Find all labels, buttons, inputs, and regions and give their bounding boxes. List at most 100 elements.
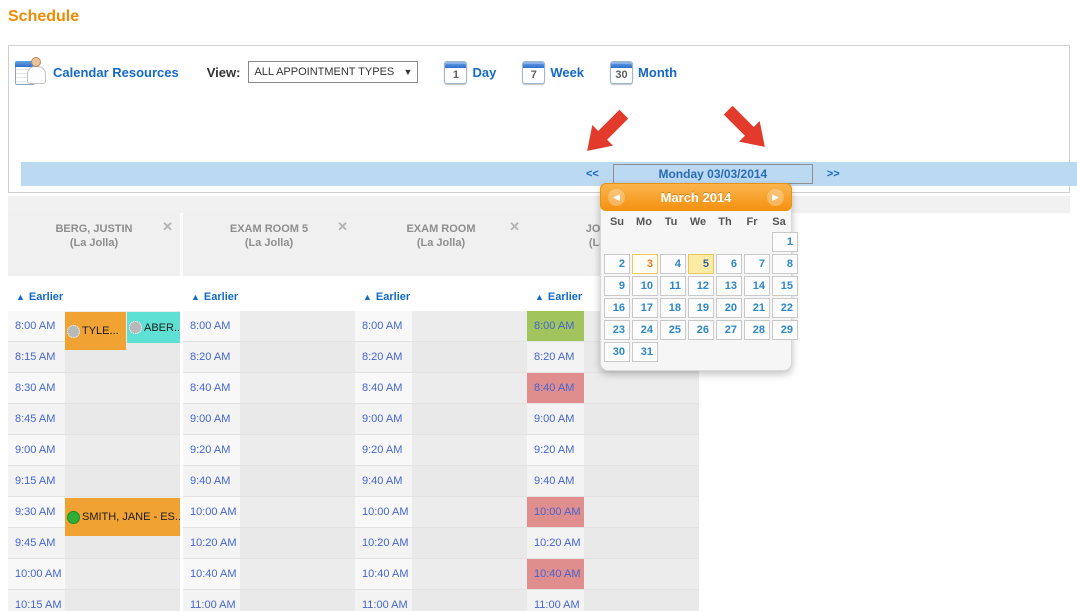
calendar-day-cell[interactable]: 13 — [716, 276, 742, 296]
calendar-day-cell[interactable]: 5 — [688, 254, 714, 274]
time-slot[interactable] — [412, 528, 527, 558]
month-view-button[interactable]: 30 Month — [610, 60, 678, 84]
calendar-day-cell[interactable]: 17 — [632, 298, 658, 318]
datepicker-next-month-button[interactable]: ▶ — [767, 189, 784, 206]
calendar-day-cell[interactable]: 20 — [716, 298, 742, 318]
day-view-button[interactable]: 1 Day — [444, 60, 496, 84]
time-slot[interactable] — [412, 342, 527, 372]
time-slot[interactable] — [240, 311, 355, 341]
time-slot[interactable] — [240, 435, 355, 465]
time-label: 10:00 AM — [527, 497, 584, 527]
time-slot[interactable] — [240, 497, 355, 527]
view-select[interactable]: ALL APPOINTMENT TYPES ▼ — [248, 61, 419, 83]
calendar-day-cell[interactable]: 28 — [744, 320, 770, 340]
time-slot[interactable] — [412, 373, 527, 403]
calendar-day-cell[interactable]: 7 — [744, 254, 770, 274]
calendar-day-cell[interactable]: 1 — [772, 232, 798, 252]
calendar-day-cell[interactable]: 19 — [688, 298, 714, 318]
time-slot[interactable] — [584, 466, 699, 496]
day-of-week-label: We — [689, 216, 707, 228]
calendar-day-cell[interactable]: 10 — [632, 276, 658, 296]
calendar-day-cell[interactable]: 24 — [632, 320, 658, 340]
time-slot[interactable] — [584, 373, 699, 403]
time-slot[interactable] — [65, 435, 180, 465]
calendar-day-cell[interactable]: 29 — [772, 320, 798, 340]
current-date-button[interactable]: Monday 03/03/2014 — [612, 164, 813, 184]
datepicker-weeks: 1 2 3 4 5 6 7 8 9 10 11 12 13 14 15 16 17 18 19 20 21 22 23 24 2… — [601, 232, 798, 362]
time-row: 8:30 AM — [8, 373, 180, 404]
week-view-button[interactable]: 7 Week — [522, 60, 584, 84]
time-slot[interactable] — [412, 559, 527, 589]
time-label: 9:00 AM — [8, 435, 65, 465]
calendar-day-cell[interactable]: 26 — [688, 320, 714, 340]
time-slot[interactable] — [240, 466, 355, 496]
calendar-day-cell[interactable]: 8 — [772, 254, 798, 274]
calendar-day-cell[interactable]: 2 — [604, 254, 630, 274]
close-column-icon[interactable]: ✕ — [337, 219, 348, 234]
time-slot[interactable] — [240, 528, 355, 558]
previous-day-button[interactable]: << — [586, 168, 599, 180]
time-slot[interactable] — [584, 559, 699, 589]
time-slot[interactable] — [584, 435, 699, 465]
calendar-resources-link[interactable]: Calendar Resources — [53, 64, 179, 80]
time-slot[interactable] — [584, 590, 699, 611]
earlier-link[interactable]: ▲ Earlier — [363, 291, 410, 303]
time-slot[interactable] — [240, 404, 355, 434]
time-slot[interactable] — [65, 590, 180, 611]
time-rows: 8:00 AM 8:20 AM 8:40 AM 9:00 AM 9:20 AM 9:40 … — [183, 311, 355, 611]
schedule-grid: BERG, JUSTIN (La Jolla) ✕ ▲ Earlier 8:00 AM 8:… — [8, 213, 702, 611]
earlier-link[interactable]: ▲ Earlier — [535, 291, 582, 303]
calendar-day-cell[interactable]: 21 — [744, 298, 770, 318]
calendar-day-cell[interactable]: 27 — [716, 320, 742, 340]
earlier-link[interactable]: ▲ Earlier — [16, 291, 63, 303]
time-row: 10:40 AM — [527, 559, 699, 590]
time-slot[interactable] — [240, 373, 355, 403]
appointment[interactable]: TYLE... — [65, 312, 126, 350]
time-slot[interactable] — [412, 497, 527, 527]
month-view-label: Month — [638, 64, 678, 80]
calendar-day-cell[interactable]: 4 — [660, 254, 686, 274]
time-slot[interactable] — [412, 404, 527, 434]
calendar-day-cell[interactable]: 14 — [744, 276, 770, 296]
time-label: 9:20 AM — [355, 435, 412, 465]
time-slot[interactable] — [584, 497, 699, 527]
time-slot[interactable] — [65, 404, 180, 434]
time-slot[interactable] — [240, 559, 355, 589]
time-slot[interactable] — [412, 311, 527, 341]
time-slot[interactable] — [412, 590, 527, 611]
time-slot[interactable] — [65, 373, 180, 403]
calendar-day-cell[interactable]: 12 — [688, 276, 714, 296]
calendar-day-cell[interactable]: 25 — [660, 320, 686, 340]
time-slot[interactable] — [584, 404, 699, 434]
calendar-day-cell[interactable]: 6 — [716, 254, 742, 274]
calendar-day-cell[interactable]: 30 — [604, 342, 630, 362]
datepicker-prev-month-button[interactable]: ◀ — [608, 189, 625, 206]
time-slot[interactable] — [65, 466, 180, 496]
time-slot[interactable] — [412, 466, 527, 496]
calendar-day-cell[interactable]: 16 — [604, 298, 630, 318]
appointment[interactable]: SMITH, JANE - ES... — [65, 498, 180, 536]
time-slot[interactable] — [240, 590, 355, 611]
time-label: 9:40 AM — [355, 466, 412, 496]
appointment[interactable]: ABER... — [127, 312, 180, 343]
close-column-icon[interactable]: ✕ — [162, 219, 173, 234]
time-label: 10:40 AM — [355, 559, 412, 589]
time-slot[interactable] — [584, 528, 699, 558]
appointment-label: ABER... — [144, 321, 180, 334]
time-slot[interactable] — [65, 559, 180, 589]
calendar-day-cell[interactable]: 3 — [632, 254, 658, 274]
time-slot[interactable] — [240, 342, 355, 372]
time-label: 10:20 AM — [355, 528, 412, 558]
calendar-day-cell[interactable]: 22 — [772, 298, 798, 318]
calendar-day-cell[interactable]: 11 — [660, 276, 686, 296]
time-slot[interactable] — [412, 435, 527, 465]
calendar-day-cell[interactable]: 23 — [604, 320, 630, 340]
calendar-day-cell[interactable]: 9 — [604, 276, 630, 296]
next-day-button[interactable]: >> — [826, 168, 840, 180]
calendar-day-cell[interactable]: 31 — [632, 342, 658, 362]
time-label: 9:00 AM — [183, 404, 240, 434]
earlier-link[interactable]: ▲ Earlier — [191, 291, 238, 303]
calendar-day-cell[interactable]: 15 — [772, 276, 798, 296]
calendar-day-cell[interactable]: 18 — [660, 298, 686, 318]
close-column-icon[interactable]: ✕ — [509, 219, 520, 234]
